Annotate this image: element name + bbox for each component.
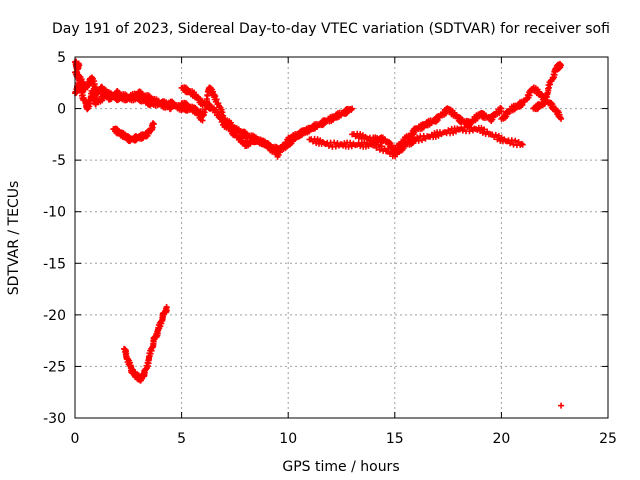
data-point xyxy=(541,101,548,108)
series-track-l-outlier xyxy=(558,402,565,409)
data-point xyxy=(277,149,284,156)
series-track-b-morning xyxy=(72,68,174,113)
data-point xyxy=(418,137,425,144)
x-tick-label: 10 xyxy=(279,431,297,447)
y-tick-label: 0 xyxy=(57,102,66,118)
y-tick-label: -20 xyxy=(43,308,66,324)
data-point xyxy=(512,137,519,144)
x-tick-label: 0 xyxy=(71,431,80,447)
y-tick-label: -5 xyxy=(52,153,66,169)
series-track-i-afternoon xyxy=(349,104,505,154)
data-point xyxy=(76,62,83,69)
data-point xyxy=(163,304,170,311)
y-tick-label: 5 xyxy=(57,50,66,66)
y-tick-label: -30 xyxy=(43,411,66,427)
x-tick-label: 25 xyxy=(599,431,617,447)
data-point xyxy=(150,121,157,128)
chart-title: Day 191 of 2023, Sidereal Day-to-day VTE… xyxy=(52,21,610,37)
data-point xyxy=(498,105,505,112)
data-point xyxy=(213,96,220,103)
data-point xyxy=(445,127,452,134)
y-tick-label: -25 xyxy=(43,359,66,375)
data-point xyxy=(481,126,488,133)
data-point xyxy=(347,139,354,146)
data-point xyxy=(466,128,473,135)
x-tick-label: 15 xyxy=(386,431,404,447)
data-point xyxy=(558,115,565,122)
x-tick-labels: 0 5 10 15 20 25 xyxy=(71,431,617,447)
data-points xyxy=(72,58,565,409)
data-point xyxy=(558,62,565,69)
plot-frame xyxy=(74,56,609,419)
data-point xyxy=(519,102,526,109)
y-tick-label: -15 xyxy=(43,256,66,272)
x-tick-label: 20 xyxy=(492,431,510,447)
data-point xyxy=(519,141,526,148)
x-axis-label: GPS time / hours xyxy=(282,459,399,475)
series-track-e-dip xyxy=(121,303,170,384)
y-axis-label: SDTVAR / TECUs xyxy=(6,181,22,296)
data-point xyxy=(479,129,486,136)
data-point xyxy=(212,93,219,100)
data-point xyxy=(507,140,514,147)
x-tick-label: 5 xyxy=(177,431,186,447)
data-point xyxy=(306,126,313,133)
data-point xyxy=(325,142,332,149)
data-point xyxy=(376,146,383,153)
data-point xyxy=(435,132,442,139)
series-track-d-arc xyxy=(110,120,157,145)
series-track-g-day xyxy=(178,84,313,160)
data-point xyxy=(332,143,339,150)
data-point xyxy=(545,84,552,91)
series-track-k-evening xyxy=(530,60,565,113)
data-point xyxy=(492,131,499,138)
data-point xyxy=(167,105,174,112)
y-tick-label: -10 xyxy=(43,205,66,221)
data-point xyxy=(373,144,380,151)
data-point xyxy=(414,134,421,141)
data-point xyxy=(349,105,356,112)
series-track-j-evening xyxy=(498,84,565,122)
data-point xyxy=(149,120,156,127)
data-point xyxy=(558,402,565,409)
series-track-c-startspike xyxy=(72,58,83,73)
y-tick-labels: 5 0 -5 -10 -15 -20 -25 -30 xyxy=(43,50,66,427)
